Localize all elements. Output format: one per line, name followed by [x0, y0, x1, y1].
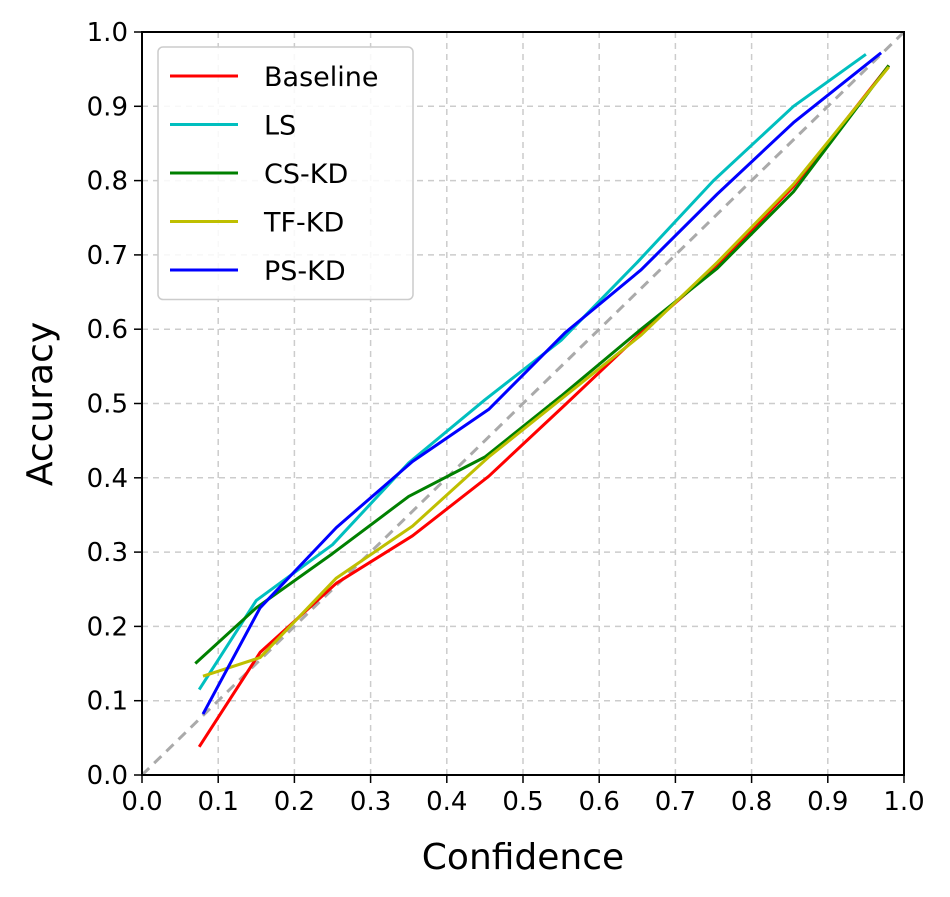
series-line-ps-kd: [201, 51, 883, 715]
y-axis-title: Accuracy: [20, 322, 61, 486]
y-tick-label-7: 0.7: [87, 241, 128, 271]
x-tick-label-9: 0.9: [807, 787, 848, 817]
x-axis-title: Confidence: [422, 837, 624, 878]
x-tick-label-3: 0.3: [350, 787, 391, 817]
series-lines: [194, 51, 890, 748]
legend-box: [157, 46, 414, 301]
x-tick-label-1: 0.1: [198, 787, 239, 817]
y-tick-label-3: 0.3: [87, 538, 128, 568]
y-tick-label-5: 0.5: [87, 390, 128, 420]
legend-label-ls: LS: [264, 111, 296, 142]
x-tick-label-8: 0.8: [731, 787, 772, 817]
y-tick-label-10: 1.0: [87, 18, 128, 48]
axis-ticks: 0.0 0.1 0.2 0.3 0.4 0.5 0.6 0.7 0.8 0.9 1.0 0.0 0.1 0…: [87, 18, 925, 817]
x-tick-label-2: 0.2: [274, 787, 315, 817]
series-line-tf-kd: [202, 65, 890, 678]
x-tick-label-5: 0.5: [502, 787, 543, 817]
x-tick-label-7: 0.7: [655, 787, 696, 817]
y-tick-label-0: 0.0: [87, 761, 128, 791]
y-tick-label-8: 0.8: [87, 167, 128, 197]
y-tick-label-6: 0.6: [87, 315, 128, 345]
reference-diagonal: [140, 30, 906, 777]
x-tick-label-4: 0.4: [426, 787, 467, 817]
y-tick-label-9: 0.9: [87, 92, 128, 122]
legend-label-cs-kd: CS-KD: [264, 159, 348, 190]
perfect-calibration-line: [140, 30, 906, 777]
legend-label-baseline: Baseline: [264, 62, 378, 93]
x-tick-label-0: 0.0: [121, 787, 162, 817]
legend-label-tf-kd: TF-KD: [263, 208, 344, 239]
x-tick-label-6: 0.6: [579, 787, 620, 817]
legend-label-ps-kd: PS-KD: [264, 256, 346, 287]
series-line-cs-kd: [194, 64, 890, 665]
x-tick-label-10: 1.0: [883, 787, 924, 817]
y-tick-label-1: 0.1: [87, 687, 128, 717]
y-tick-label-4: 0.4: [87, 464, 128, 494]
legend: Baseline LS CS-KD TF-KD PS-KD: [157, 46, 414, 301]
y-tick-label-2: 0.2: [87, 612, 128, 642]
